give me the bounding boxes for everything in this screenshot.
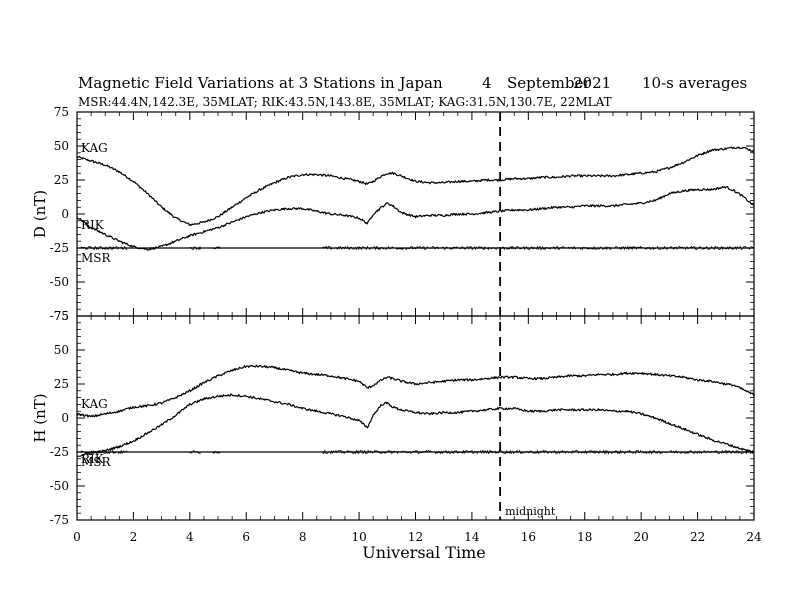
xtick-label: 24 [746,530,762,544]
panel-1-ytick-label: 0 [61,411,69,425]
chart-title-year: 2021 [573,74,611,92]
panel-0-label-msr: MSR [81,251,112,265]
xtick-label: 12 [408,530,423,544]
xtick-label: 20 [634,530,649,544]
panel-0-label-rik: RIK [81,218,105,232]
panel-1-label-kag: KAG [81,397,108,411]
xtick-label: 2 [130,530,138,544]
xtick-label: 18 [577,530,592,544]
panel-1-ytick-label: 25 [54,377,69,391]
chart-title-day: 4 [482,74,492,92]
panel-0-series-msr-noise [79,245,754,251]
chart-title: Magnetic Field Variations at 3 Stations … [78,74,443,92]
panel-1-series-rik-line [76,393,755,457]
chart-title-averaging: 10-s averages [642,74,747,92]
xtick-label: 16 [521,530,536,544]
panel-0-series-rik-line [76,185,755,251]
panel-1-label-msr: MSR [81,455,112,469]
xtick-label: 0 [73,530,81,544]
panel-h-frame [76,315,755,521]
chart-subtitle: MSR:44.4N,142.3E, 35MLAT; RIK:43.5N,143.… [78,95,612,109]
panel-1-ytick-label: -75 [50,513,69,527]
chart-title-month: September [507,74,591,92]
panel-0-series-kag-line [76,146,754,227]
panel-d-frame [76,111,755,317]
xtick-label: 22 [690,530,705,544]
panel-1-label-rik: RIK [81,452,105,466]
panel-0-ytick-label: -50 [50,275,69,289]
panel-0-ytick-label: 50 [54,139,69,153]
xtick-label: 14 [464,530,480,544]
panel-h-ylabel: H (nT) [31,393,49,442]
panel-0-label-kag: KAG [81,141,108,155]
xtick-label: 4 [186,530,194,544]
xtick-label: 8 [299,530,307,544]
panel-1-ytick-label: 75 [54,309,69,323]
panel-0-ytick-label: 25 [54,173,69,187]
panel-0-ytick-label: 0 [61,207,69,221]
panel-1-series-msr-noise [79,449,754,455]
panel-1-series-kag-line [76,364,755,418]
midnight-annotation: midnight [505,505,556,518]
panel-0-ytick-label: 75 [54,105,69,119]
panel-d-ylabel: D (nT) [31,190,49,238]
panel-0-ytick-label: -25 [50,241,69,255]
panel-1-ytick-label: 50 [54,343,69,357]
panel-1-ytick-label: -25 [50,445,69,459]
panel-0-ytick-label: -75 [50,309,69,323]
xtick-label: 6 [242,530,250,544]
panel-1-ytick-label: -50 [50,479,69,493]
series-lines [76,146,755,457]
x-axis-label: Universal Time [362,543,485,562]
xtick-label: 10 [351,530,366,544]
